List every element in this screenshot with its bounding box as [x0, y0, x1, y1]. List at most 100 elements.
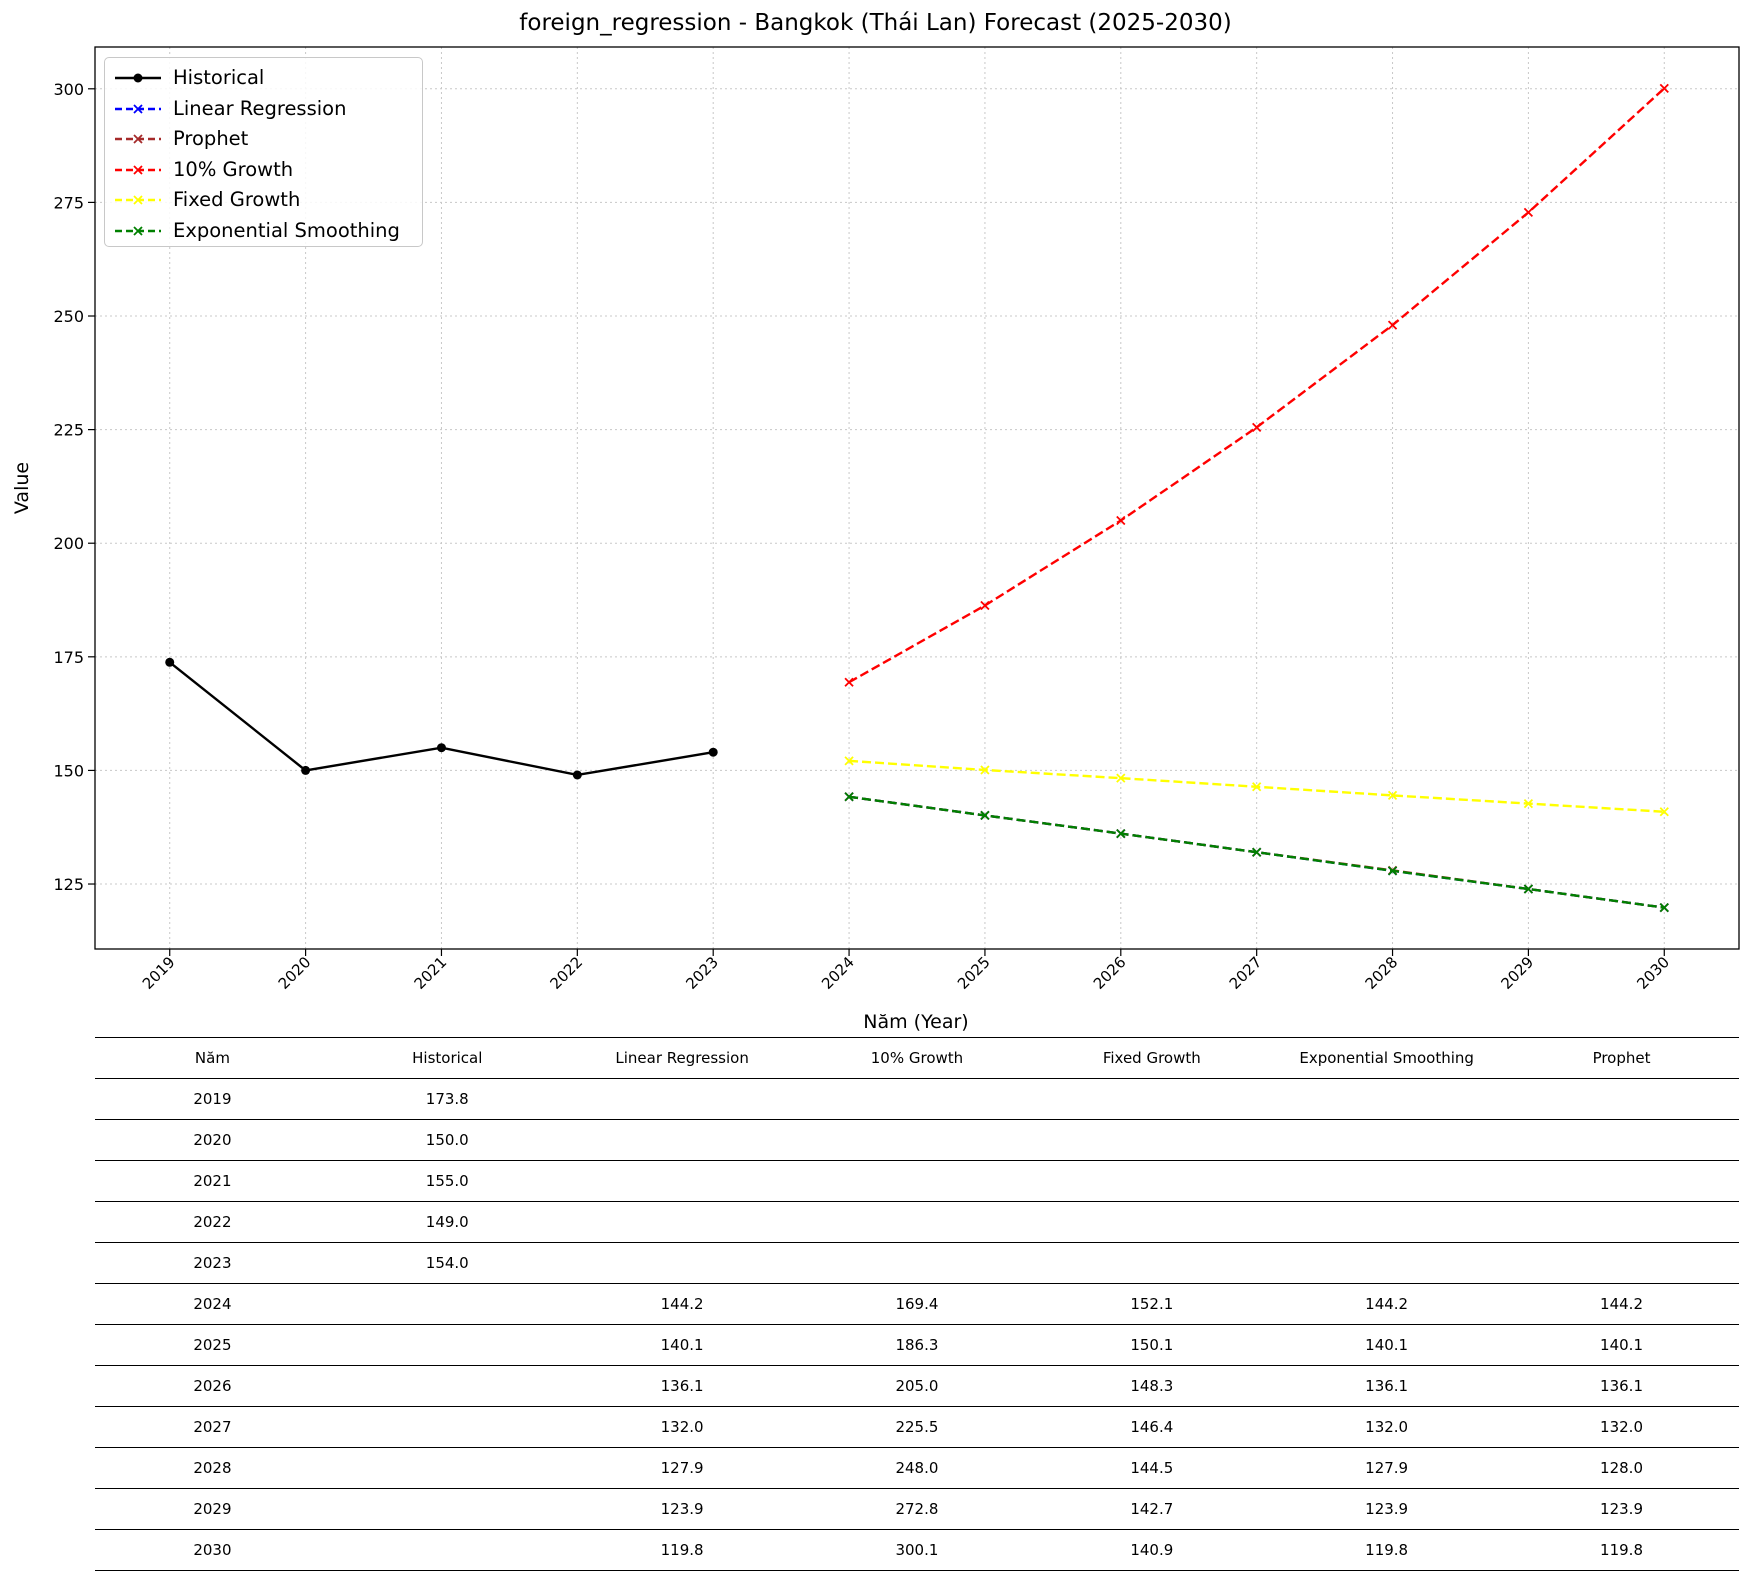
- table-cell: 136.1: [1269, 1365, 1505, 1407]
- table-cell: [1269, 1078, 1505, 1120]
- legend-swatch: [115, 134, 161, 144]
- legend-item: Prophet: [105, 126, 422, 152]
- table-row: 2029 123.9 272.8 142.7 123.9 123.9: [95, 1488, 1739, 1530]
- table-cell: 128.0: [1504, 1447, 1739, 1489]
- table-cell: 123.9: [1269, 1488, 1505, 1530]
- x-tick-label: 2023: [682, 953, 722, 993]
- table-cell: 119.8: [1504, 1529, 1739, 1571]
- table-cell: 149.0: [329, 1201, 565, 1243]
- table-cell: 248.0: [799, 1447, 1035, 1489]
- data-point: [1523, 884, 1534, 894]
- table-cell: [1504, 1119, 1739, 1161]
- table-cell: [799, 1242, 1035, 1284]
- y-tick-label: 125: [53, 875, 84, 894]
- chart-legend: Historical Linear Regression Prophet 10% Gr…: [104, 57, 423, 247]
- table-cell: 2027: [95, 1406, 330, 1448]
- table-cell: [564, 1078, 800, 1120]
- table-cell: [329, 1447, 565, 1489]
- table-cell: [1269, 1160, 1505, 1202]
- table-cell: [799, 1160, 1035, 1202]
- data-point: [1387, 866, 1398, 876]
- table-cell: 140.9: [1034, 1529, 1270, 1571]
- legend-label: 10% Growth: [173, 157, 294, 181]
- data-point: [1659, 807, 1669, 817]
- table-cell: 2028: [95, 1447, 330, 1489]
- table-cell: [329, 1324, 565, 1366]
- table-cell: 123.9: [1504, 1488, 1739, 1530]
- chart-title: foreign_regression - Bangkok (Thái Lan) …: [519, 10, 1232, 36]
- table-cell: 300.1: [799, 1529, 1035, 1571]
- data-point: [1252, 422, 1262, 432]
- table-cell: 2025: [95, 1324, 330, 1366]
- table-cell: [564, 1160, 800, 1202]
- table-cell: [1034, 1119, 1270, 1161]
- forecast-chart: foreign_regression - Bangkok (Thái Lan) …: [11, 10, 1740, 1033]
- table-cell: 225.5: [799, 1406, 1035, 1448]
- table-cell: 144.2: [1504, 1283, 1739, 1325]
- data-point: [1116, 515, 1126, 526]
- table-cell: 142.7: [1034, 1488, 1270, 1530]
- y-axis-label: Value: [11, 461, 33, 515]
- legend-label: Exponential Smoothing: [173, 218, 400, 242]
- legend-item: Exponential Smoothing: [105, 218, 422, 244]
- table-cell: 2020: [95, 1119, 330, 1161]
- data-point: [980, 600, 990, 611]
- x-axis-label: Năm (Year): [863, 1011, 969, 1033]
- forecast-table: Năm Historical Linear Regression 10% Growth…: [95, 1037, 1739, 1571]
- table-cell: 146.4: [1034, 1406, 1270, 1448]
- table-cell: 127.9: [1269, 1447, 1505, 1489]
- y-tick-label: 175: [53, 648, 84, 667]
- legend-label: Fixed Growth: [173, 188, 301, 211]
- table-cell: [1504, 1078, 1739, 1120]
- data-point: [165, 657, 175, 667]
- table-cell: [1269, 1242, 1505, 1284]
- data-point: [1116, 773, 1126, 783]
- table-cell: 2030: [95, 1529, 330, 1571]
- data-point: [1659, 83, 1669, 93]
- table-cell: 144.2: [1269, 1283, 1505, 1325]
- table-cell: 140.1: [564, 1324, 800, 1366]
- table-cell: 2019: [95, 1078, 330, 1120]
- table-cell: 173.8: [329, 1078, 565, 1120]
- data-point: [708, 747, 718, 757]
- table-cell: [1269, 1119, 1505, 1161]
- table-cell: 2029: [95, 1488, 330, 1530]
- plot-frame: [94, 46, 1740, 950]
- table-cell: 140.1: [1269, 1324, 1505, 1366]
- data-point: [980, 765, 990, 775]
- legend-item: Fixed Growth: [105, 187, 422, 213]
- series-10-growth: [844, 83, 1669, 687]
- table-cell: [329, 1283, 565, 1325]
- chart-plot: 125 150 175 200 225 250 275 300 2019 2020 2021 2022…: [53, 46, 1740, 993]
- table-cell: [564, 1119, 800, 1161]
- y-tick-label: 150: [53, 761, 84, 780]
- table-cell: 150.0: [329, 1119, 565, 1161]
- legend-swatch: [115, 73, 161, 83]
- table-row: 2025 140.1 186.3 150.1 140.1 140.1: [95, 1324, 1739, 1366]
- data-point: [436, 743, 446, 753]
- legend-item: 10% Growth: [105, 157, 422, 183]
- table-cell: 205.0: [799, 1365, 1035, 1407]
- data-point: [1387, 790, 1398, 801]
- table-header-cell: Năm: [95, 1037, 330, 1079]
- table-cell: 272.8: [799, 1488, 1035, 1530]
- table-cell: 123.9: [564, 1488, 800, 1530]
- x-tick-label: 2025: [954, 953, 994, 993]
- forecast-table-container: Năm Historical Linear Regression 10% Growth…: [95, 1037, 1739, 1571]
- table-row: 2030 119.8 300.1 140.9 119.8 119.8: [95, 1529, 1739, 1571]
- x-tick-label: 2026: [1090, 953, 1130, 993]
- y-tick-label: 225: [53, 421, 84, 440]
- data-point: [844, 677, 854, 687]
- table-row: 2023 154.0: [95, 1242, 1739, 1284]
- legend-item: Linear Regression: [105, 96, 422, 122]
- data-point: [1523, 798, 1534, 809]
- y-tick-label: 200: [53, 534, 84, 553]
- legend-label: Prophet: [173, 127, 249, 150]
- legend-swatch: [115, 103, 161, 114]
- table-cell: 132.0: [564, 1406, 800, 1448]
- table-cell: 136.1: [1504, 1365, 1739, 1407]
- x-tick-label: 2020: [275, 953, 315, 993]
- table-cell: 132.0: [1504, 1406, 1739, 1448]
- x-tick-label: 2030: [1633, 953, 1673, 993]
- table-cell: [329, 1529, 565, 1571]
